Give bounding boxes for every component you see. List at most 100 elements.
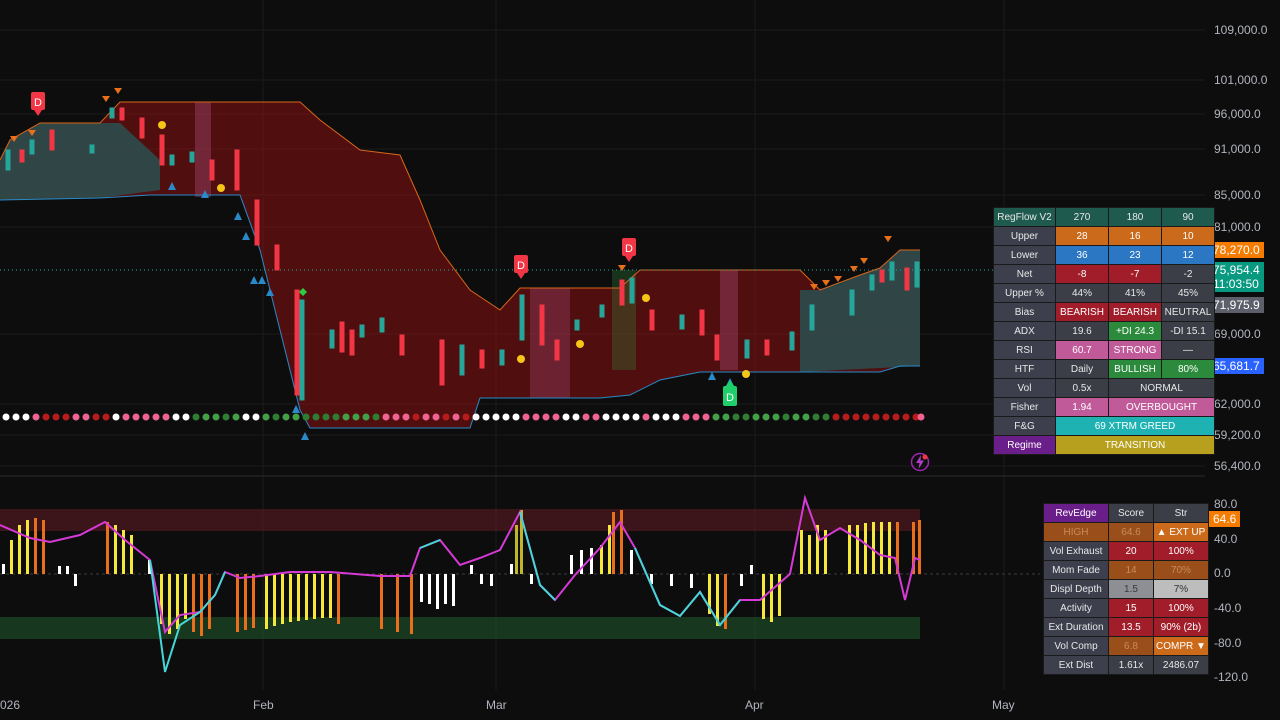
regflow-table: RegFlow V2 270 180 90 Upper 28 16 10 Low… bbox=[993, 207, 1215, 455]
cell: STRONG bbox=[1108, 340, 1162, 360]
cell: 15 bbox=[1108, 598, 1154, 618]
cell: 44% bbox=[1055, 283, 1109, 303]
mid-price-badge: 71,975.9 bbox=[1209, 297, 1264, 313]
cell: 69 XTRM GREED bbox=[1055, 416, 1215, 436]
row-label: HTF bbox=[993, 359, 1056, 379]
osc-line bbox=[0, 494, 921, 635]
current-price: 75,954.4 bbox=[1213, 263, 1260, 277]
cell: BEARISH bbox=[1055, 302, 1109, 322]
cell: 90% (2b) bbox=[1153, 617, 1209, 637]
osc-upper-zone bbox=[0, 509, 920, 531]
osc-line-cyan bbox=[149, 559, 226, 673]
revedge-col: Str bbox=[1153, 503, 1209, 523]
price-tick: 85,000.0 bbox=[1214, 188, 1261, 202]
cell: +DI 24.3 bbox=[1108, 321, 1162, 341]
cell: BEARISH bbox=[1108, 302, 1162, 322]
row-label: Fisher bbox=[993, 397, 1056, 417]
cell: 36 bbox=[1055, 245, 1109, 265]
d-marker: D bbox=[514, 255, 528, 279]
regflow-col: 180 bbox=[1108, 207, 1162, 227]
cell: 80% bbox=[1161, 359, 1215, 379]
osc-tick: -40.0 bbox=[1214, 601, 1242, 615]
cell: TRANSITION bbox=[1055, 435, 1215, 455]
cell: 7% bbox=[1153, 579, 1209, 599]
cell: 1.61x bbox=[1108, 655, 1154, 675]
cell: COMPR ▼ bbox=[1153, 636, 1209, 656]
cell: — bbox=[1161, 340, 1215, 360]
cell: NORMAL bbox=[1108, 378, 1215, 398]
lower-band bbox=[0, 194, 920, 429]
price-tick: 101,000.0 bbox=[1214, 73, 1268, 87]
cell: 2486.07 bbox=[1153, 655, 1209, 675]
cell: -8 bbox=[1055, 264, 1109, 284]
bull-zone bbox=[0, 123, 160, 200]
price-tick: 56,400.0 bbox=[1214, 459, 1261, 473]
price-tick: 69,000.0 bbox=[1214, 327, 1261, 341]
cell: 1.5 bbox=[1108, 579, 1154, 599]
cell: -2 bbox=[1161, 264, 1215, 284]
regflow-col: 90 bbox=[1161, 207, 1215, 227]
shade bbox=[195, 102, 211, 197]
row-label: Vol bbox=[993, 378, 1056, 398]
cell: NEUTRAL bbox=[1161, 302, 1215, 322]
bar-countdown: 11:03:50 bbox=[1213, 277, 1259, 291]
row-label: Net bbox=[993, 264, 1056, 284]
candles bbox=[5, 107, 920, 401]
price-tick: 59,200.0 bbox=[1214, 428, 1261, 442]
cell: 60.7 bbox=[1055, 340, 1109, 360]
cell: 10 bbox=[1161, 226, 1215, 246]
row-label: HIGH bbox=[1043, 522, 1109, 542]
row-label: Ext Duration bbox=[1043, 617, 1109, 637]
signal-dots bbox=[2, 413, 925, 421]
price-tick: 91,000.0 bbox=[1214, 142, 1261, 156]
green-diamond bbox=[299, 288, 307, 296]
upper-price-badge: 78,270.0 bbox=[1209, 242, 1264, 258]
row-label: ADX bbox=[993, 321, 1056, 341]
d-marker: D bbox=[622, 238, 636, 262]
cell: 20 bbox=[1108, 541, 1154, 561]
d-marker: D bbox=[31, 92, 45, 116]
cell: 16 bbox=[1108, 226, 1162, 246]
osc-tick: -80.0 bbox=[1214, 636, 1242, 650]
cell: 100% bbox=[1153, 598, 1209, 618]
time-tick: Apr bbox=[745, 698, 764, 712]
shade bbox=[530, 288, 570, 398]
cell: 41% bbox=[1108, 283, 1162, 303]
price-tick: 96,000.0 bbox=[1214, 107, 1261, 121]
revedge-table: RevEdge Score Str HIGH 64.6 ▲ EXT UP Vol… bbox=[1043, 503, 1209, 675]
row-label: Bias bbox=[993, 302, 1056, 322]
row-label: Upper % bbox=[993, 283, 1056, 303]
svg-text:D: D bbox=[517, 260, 525, 272]
cell: 70% bbox=[1153, 560, 1209, 580]
osc-value-badge: 64.6 bbox=[1209, 511, 1241, 527]
time-tick: Feb bbox=[253, 698, 274, 712]
current-price-badge: 75,954.4 11:03:50 bbox=[1209, 262, 1264, 292]
osc-histogram bbox=[2, 510, 921, 636]
regflow-title: RegFlow V2 bbox=[993, 207, 1056, 227]
cell: 23 bbox=[1108, 245, 1162, 265]
cell: Daily bbox=[1055, 359, 1109, 379]
lightning-icon[interactable] bbox=[910, 452, 930, 472]
sell-markers bbox=[10, 88, 892, 290]
revedge-col: Score bbox=[1108, 503, 1154, 523]
svg-text:D: D bbox=[625, 243, 633, 255]
cell: 19.6 bbox=[1055, 321, 1109, 341]
osc-tick: 0.0 bbox=[1214, 566, 1231, 580]
cell: 45% bbox=[1161, 283, 1215, 303]
osc-line-cyan-2 bbox=[419, 511, 741, 627]
cell: OVERBOUGHT bbox=[1108, 397, 1215, 417]
cell: -DI 15.1 bbox=[1161, 321, 1215, 341]
row-label: F&G bbox=[993, 416, 1056, 436]
row-label: Vol Comp bbox=[1043, 636, 1109, 656]
svg-text:D: D bbox=[34, 97, 42, 109]
cell: 13.5 bbox=[1108, 617, 1154, 637]
price-tick: 62,000.0 bbox=[1214, 397, 1261, 411]
cell: BULLISH bbox=[1108, 359, 1162, 379]
cell: 100% bbox=[1153, 541, 1209, 561]
svg-text:D: D bbox=[726, 392, 734, 404]
yellow-dots bbox=[158, 121, 750, 378]
cell: -7 bbox=[1108, 264, 1162, 284]
row-label: Mom Fade bbox=[1043, 560, 1109, 580]
cell: 1.94 bbox=[1055, 397, 1109, 417]
